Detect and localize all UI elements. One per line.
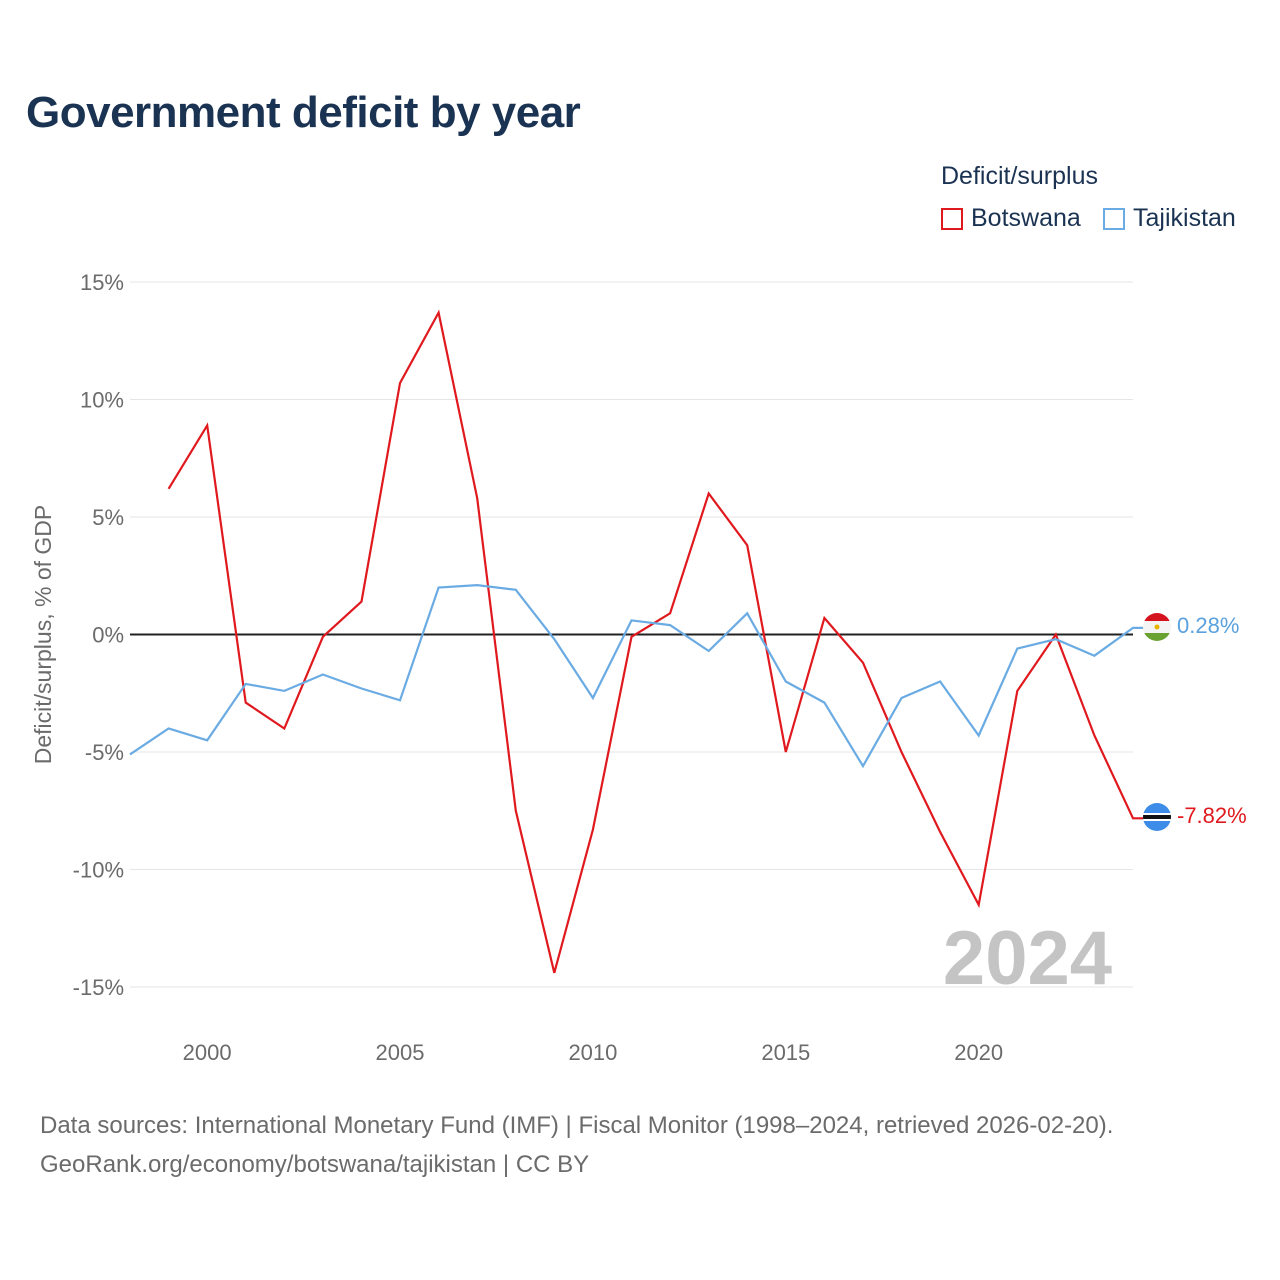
- tajikistan-flag-icon: [1143, 613, 1171, 641]
- legend-title: Deficit/surplus: [941, 162, 1098, 190]
- legend-label-botswana: Botswana: [971, 204, 1081, 232]
- x-tick-label: 2005: [376, 1040, 425, 1065]
- botswana-end-label: -7.82%: [1177, 803, 1247, 828]
- y-tick-label: -10%: [73, 858, 124, 883]
- tajikistan-end-label: 0.28%: [1177, 613, 1239, 638]
- legend-swatch-tajikistan: [1103, 207, 1125, 230]
- line-chart: 15% 10% 5% 0% -5% -10% -15% 2000 2005 2010 2015 202…: [30, 270, 1247, 1065]
- y-tick-label: 15%: [80, 270, 124, 295]
- y-tick-label: 0%: [92, 623, 124, 648]
- y-tick-label: 10%: [80, 388, 124, 413]
- legend-item-tajikistan[interactable]: Tajikistan: [1103, 204, 1236, 233]
- series-line-tajikistan[interactable]: [129, 583, 1143, 769]
- series-line-botswana[interactable]: [167, 309, 1143, 974]
- year-watermark: 2024: [943, 916, 1112, 1001]
- botswana-flag-icon: [1143, 803, 1171, 831]
- footer-attribution: GeoRank.org/economy/botswana/tajikistan …: [40, 1151, 590, 1178]
- footer-sources: Data sources: International Monetary Fun…: [40, 1112, 1114, 1139]
- y-tick-label: -5%: [85, 740, 124, 765]
- x-tick-label: 2000: [183, 1040, 232, 1065]
- legend-swatch-botswana: [941, 207, 963, 230]
- x-tick-label: 2010: [568, 1040, 617, 1065]
- chart-title: Government deficit by year: [26, 88, 581, 137]
- y-tick-label: -15%: [73, 975, 124, 1000]
- legend-label-tajikistan: Tajikistan: [1133, 204, 1236, 232]
- footer: Data sources: International Monetary Fun…: [40, 1106, 1113, 1184]
- x-tick-label: 2015: [761, 1040, 810, 1065]
- legend-item-botswana[interactable]: Botswana: [941, 204, 1081, 233]
- y-tick-label: 5%: [92, 505, 124, 530]
- x-tick-label: 2020: [954, 1040, 1003, 1065]
- y-axis-label: Deficit/surplus, % of GDP: [30, 505, 56, 764]
